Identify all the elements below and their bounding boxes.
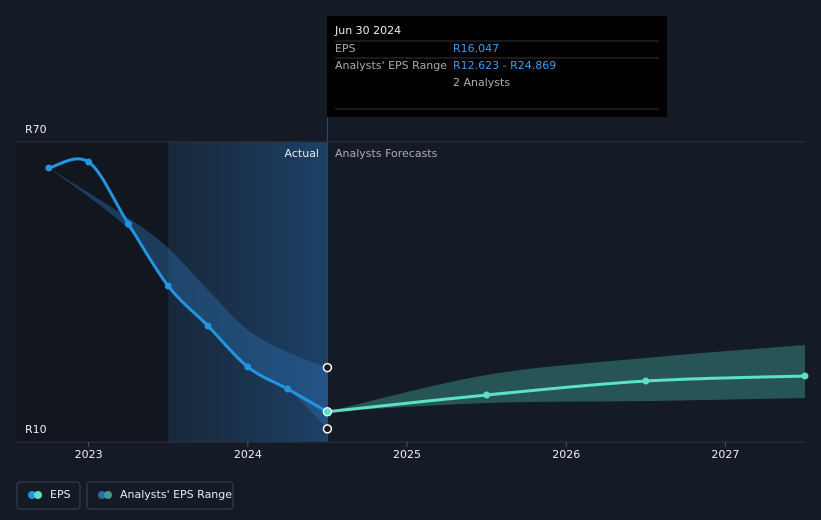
eps-line <box>48 157 329 414</box>
x-tick-label: 2025 <box>393 448 421 461</box>
legend-swatch <box>104 491 112 499</box>
legend-item[interactable] <box>86 481 234 510</box>
x-tick-label: 2024 <box>234 448 262 461</box>
legend-label: EPS <box>50 488 71 501</box>
tooltip-date: Jun 30 2024 <box>334 24 401 37</box>
eps-point <box>483 391 491 399</box>
tooltip-label: EPS <box>335 42 356 55</box>
past-region <box>17 142 169 442</box>
y-tick-label: R70 <box>25 123 47 136</box>
legend-item[interactable] <box>16 481 81 510</box>
eps-point <box>164 282 172 290</box>
legend-swatch <box>98 491 106 499</box>
range-marker <box>322 362 333 373</box>
legend-label: Analysts' EPS Range <box>120 488 232 501</box>
last-year-region <box>168 142 328 442</box>
tooltip-value: R16.047 <box>453 42 499 55</box>
eps-point <box>85 158 93 166</box>
eps-point <box>204 322 212 330</box>
range-marker <box>322 424 333 434</box>
eps-point <box>284 385 292 393</box>
x-tick-label: 2027 <box>711 448 739 461</box>
eps-point <box>244 363 252 371</box>
range-band <box>327 345 805 412</box>
tooltip-analysts: 2 Analysts <box>453 76 510 89</box>
x-tick-label: 2026 <box>552 448 580 461</box>
legend-swatch <box>28 491 36 499</box>
eps-line <box>327 374 806 414</box>
eps-point <box>801 372 809 380</box>
section-label: Analysts Forecasts <box>335 147 438 160</box>
eps-point <box>323 408 331 416</box>
section-label: Actual <box>285 147 319 160</box>
eps-point <box>45 164 53 172</box>
range-band <box>48 168 328 429</box>
tooltip <box>327 16 667 117</box>
y-tick-label: R10 <box>25 423 47 436</box>
eps-point <box>642 377 650 385</box>
eps-point <box>124 220 132 228</box>
tooltip-value: R12.623 - R24.869 <box>453 59 556 72</box>
tooltip-label: Analysts' EPS Range <box>335 59 447 72</box>
legend-swatch <box>34 491 42 499</box>
x-tick-label: 2023 <box>75 448 103 461</box>
